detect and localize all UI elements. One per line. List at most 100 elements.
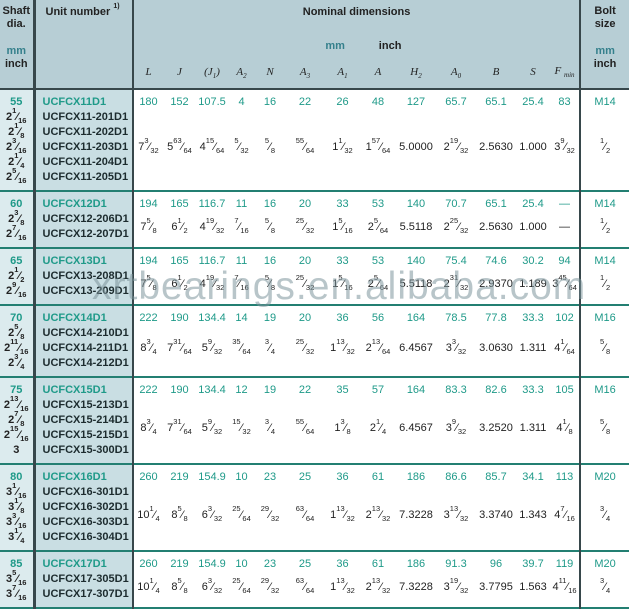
dim-cell-l: 222 83⁄4 [133, 305, 163, 377]
bolt-size-mm: M16 [594, 384, 616, 396]
dim-mm: 222 [139, 384, 158, 396]
dim-mm: 154.9 [198, 558, 226, 570]
dim-cell-b: 65.1 2.5630 [476, 89, 516, 191]
shaft-dia-inch: 35⁄16 [6, 568, 27, 587]
dim-mm: 194 [139, 255, 158, 267]
dim-mm: 82.6 [485, 384, 507, 396]
dim-cell-a2: 12 15⁄32 [228, 377, 255, 464]
dim-inch: 25⁄32 [295, 215, 315, 235]
dim-mm: 48 [371, 96, 385, 108]
unit-number: UCFCX15-214D1 [42, 414, 129, 426]
dim-inch: 5.5118 [399, 277, 433, 290]
dim-mm: 33.3 [522, 384, 544, 396]
dim-inch: 41⁄8 [556, 416, 573, 436]
shaft-dia-cell: 85 35⁄16 37⁄16 [0, 551, 36, 608]
dim-inch: 313⁄32 [443, 503, 469, 523]
dim-cell-a2: 10 25⁄64 [228, 551, 255, 608]
dim-cell-l: 260 101⁄4 [133, 551, 163, 608]
dim-mm: 70.7 [445, 198, 467, 210]
bolt-size-mm: M14 [594, 198, 616, 210]
dim-mm: 53 [371, 198, 385, 210]
dim-mm: 75.4 [445, 255, 467, 267]
dim-mm: 116.7 [198, 198, 226, 210]
dim-mm: 164 [406, 312, 426, 324]
shaft-dia-inch: 27⁄16 [6, 223, 27, 242]
bolt-size-cell: M20 3⁄4 [580, 464, 629, 551]
col-header-n: N [255, 60, 285, 90]
dim-mm: 30.2 [522, 255, 544, 267]
dim-cell-a: 56 213⁄64 [360, 305, 396, 377]
bolt-size-inch: 3⁄4 [600, 575, 611, 595]
dim-cell-n: 16 5⁄8 [255, 191, 285, 248]
dim-mm: 57 [371, 384, 385, 396]
dim-cell-b: 96 3.7795 [476, 551, 516, 608]
dim-cell-s: 33.3 1.311 [516, 305, 550, 377]
bolt-size-mm: M16 [594, 312, 616, 324]
shaft-dia-inch: 21⁄2 [8, 265, 25, 284]
dim-cell-n: 16 5⁄8 [255, 248, 285, 305]
dim-mm: 65.1 [485, 96, 507, 108]
dim-cell-j1: 154.9 63⁄32 [196, 551, 228, 608]
unit-number: UCFCX17D1 [42, 558, 107, 570]
dim-mm: 180 [139, 96, 158, 108]
dim-cell-a1: 26 11⁄32 [325, 89, 360, 191]
unit-number-cell: UCFCX12D1 UCFCX12-206D1 UCFCX12-207D1 [34, 191, 134, 248]
dim-cell-a1: 36 113⁄32 [325, 551, 360, 608]
shaft-dia-mm: 80 [10, 471, 23, 483]
dim-mm: 23 [263, 558, 277, 570]
dim-inch: 5⁄8 [264, 215, 276, 235]
dim-cell-a3: 25 63⁄64 [285, 464, 325, 551]
shaft-dia-inch: 3 [13, 444, 20, 456]
dim-inch: 55⁄64 [295, 416, 315, 436]
footnote-marker: 1) [113, 3, 120, 10]
dim-cell-b: 77.8 3.0630 [476, 305, 516, 377]
dim-mm: 33 [336, 198, 349, 210]
dim-mm: 260 [139, 558, 158, 570]
dim-mm: 85.7 [485, 471, 507, 483]
dim-mm: 140 [406, 198, 426, 210]
dim-mm: 96 [489, 558, 503, 570]
shaft-dia-inch: 21⁄8 [8, 121, 25, 140]
dim-mm: 190 [170, 384, 189, 396]
dim-mm: — [559, 198, 571, 210]
nominal-dimensions-title: Nominal dimensions [302, 6, 411, 18]
shaft-dia-mm: 75 [10, 384, 23, 396]
bolt-size-cell: M16 5⁄8 [580, 377, 629, 464]
dim-cell-a3: 20 25⁄32 [285, 248, 325, 305]
dim-mm: 134.4 [198, 384, 226, 396]
dim-inch: 5.5118 [399, 220, 433, 233]
dim-inch: 25⁄32 [295, 337, 315, 356]
header-shaft-line1: Shaft [2, 5, 31, 17]
dim-inch: 13⁄8 [334, 416, 351, 436]
unit-number: UCFCX13-209D1 [42, 285, 129, 297]
unit-number-cell: UCFCX16D1 UCFCX16-301D1 UCFCX16-302D1 UCFCX… [34, 464, 134, 551]
dim-mm: 91.3 [445, 558, 467, 570]
col-header-a2: A2 [228, 60, 255, 90]
unit-number: UCFCX16-302D1 [42, 501, 129, 513]
dim-inch: 55⁄64 [295, 136, 315, 155]
unit-number: UCFCX14-212D1 [42, 357, 129, 369]
dim-inch: 83⁄4 [140, 416, 157, 436]
bolt-size-inch: 5⁄8 [600, 416, 611, 436]
unit-number: UCFCX16-301D1 [42, 486, 129, 498]
col-header-b: B [476, 60, 516, 90]
dim-mm: 20 [298, 255, 312, 267]
dim-mm: 35 [336, 384, 349, 396]
shaft-dia-inch: 211⁄16 [4, 337, 29, 356]
dim-mm: 12 [235, 384, 248, 396]
dim-inch: 25⁄64 [367, 215, 389, 235]
dim-cell-fmin: 94 345⁄64 [550, 248, 582, 305]
bolt-size-cell: M16 5⁄8 [580, 305, 629, 377]
dimension-block-70: 70 25⁄8 211⁄16 23⁄4 UCFCX14D1 UCFCX14-210D1 UC… [0, 305, 629, 377]
table-body: 55 21⁄16 21⁄8 23⁄16 21⁄4 25⁄16 UCFCX11D1 UCFCX1… [0, 89, 629, 608]
unit-number: UCFCX14-210D1 [42, 327, 129, 339]
dim-cell-l: 260 101⁄4 [133, 464, 163, 551]
unit-number: UCFCX16D1 [42, 471, 107, 483]
unit-number: UCFCX15-213D1 [42, 399, 129, 411]
col-header-j: J [163, 60, 196, 90]
dim-cell-fmin: 83 39⁄32 [550, 89, 582, 191]
dim-cell-j: 219 85⁄8 [163, 464, 196, 551]
dim-cell-n: 23 29⁄32 [255, 551, 285, 608]
dim-mm: 140 [406, 255, 426, 267]
